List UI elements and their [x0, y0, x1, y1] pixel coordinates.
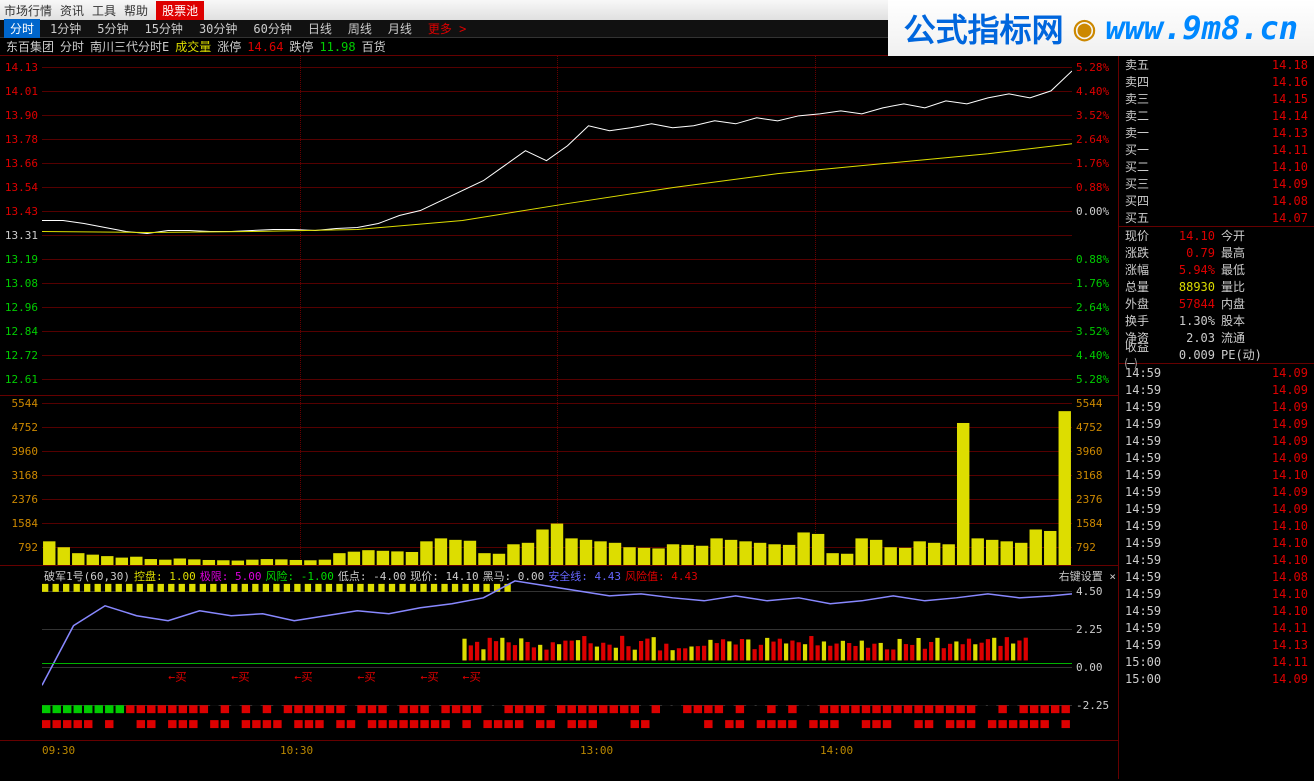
- stat-row: 收益㈠0.009PE(动): [1119, 346, 1314, 363]
- sell-row: 卖四14.16: [1119, 73, 1314, 90]
- sector-label: 百货: [362, 38, 386, 55]
- stat-row: 总量88930量比: [1119, 278, 1314, 295]
- sell-row: 卖二14.14: [1119, 107, 1314, 124]
- stock-name: 东百集团: [6, 38, 54, 55]
- stat-row: 换手1.30%股本: [1119, 312, 1314, 329]
- indicator-chart[interactable]: 破军1号(60,30)控盘: 1.00极限: 5.00风险: -1.00低点: …: [0, 566, 1118, 741]
- tf-1min[interactable]: 1分钟: [44, 19, 87, 38]
- stat-row: 外盘57844内盘: [1119, 295, 1314, 312]
- tick-row: 15:0014.11: [1119, 653, 1314, 670]
- limit-up-label: 涨停: [217, 38, 241, 55]
- tick-row: 14:5914.09: [1119, 483, 1314, 500]
- volume-chart[interactable]: 554447523960316823761584792 554447523960…: [0, 396, 1118, 566]
- stock-stats: 现价14.10今开涨跌0.79最高涨幅5.94%最低总量88930量比外盘578…: [1119, 227, 1314, 364]
- tick-row: 14:5914.10: [1119, 551, 1314, 568]
- sell-row: 卖一14.13: [1119, 124, 1314, 141]
- buy-row: 买四14.08: [1119, 192, 1314, 209]
- tick-list: 14:5914.0914:5914.0914:5914.0914:5914.09…: [1119, 364, 1314, 687]
- tick-row: 14:5914.09: [1119, 500, 1314, 517]
- svg-text:←买: ←买: [168, 671, 187, 684]
- watermark-logo: ◉: [1074, 8, 1096, 49]
- watermark-url: www.9m8.cn: [1105, 9, 1298, 47]
- watermark-banner: 公式指标网 ◉ www.9m8.cn: [888, 0, 1314, 56]
- tick-row: 14:5914.08: [1119, 568, 1314, 585]
- svg-text:←买: ←买: [357, 671, 376, 684]
- tf-monthly[interactable]: 月线: [382, 19, 418, 38]
- tick-row: 14:5914.10: [1119, 466, 1314, 483]
- tf-daily[interactable]: 日线: [302, 19, 338, 38]
- chart-column: 14.1314.0113.9013.7813.6613.5413.4313.31…: [0, 56, 1118, 779]
- tick-row: 15:0014.09: [1119, 670, 1314, 687]
- strategy-name: 南川三代分时E: [90, 38, 169, 55]
- stat-row: 现价14.10今开: [1119, 227, 1314, 244]
- svg-text:←买: ←买: [462, 671, 481, 684]
- tick-row: 14:5914.09: [1119, 449, 1314, 466]
- tick-row: 14:5914.09: [1119, 364, 1314, 381]
- buy-row: 买五14.07: [1119, 209, 1314, 226]
- limit-down-label: 跌停: [289, 38, 313, 55]
- tick-row: 14:5914.09: [1119, 381, 1314, 398]
- menu-stockpool[interactable]: 股票池: [156, 1, 204, 20]
- svg-text:←买: ←买: [231, 671, 250, 684]
- svg-text:←买: ←买: [420, 671, 439, 684]
- tick-row: 14:5914.09: [1119, 415, 1314, 432]
- tf-15min[interactable]: 15分钟: [138, 19, 188, 38]
- sell-row: 卖三14.15: [1119, 90, 1314, 107]
- sell-row: 卖五14.18: [1119, 56, 1314, 73]
- buy-row: 买二14.10: [1119, 158, 1314, 175]
- tick-row: 14:5914.10: [1119, 585, 1314, 602]
- limit-up-val: 14.64: [247, 40, 283, 54]
- tf-60min[interactable]: 60分钟: [247, 19, 297, 38]
- tick-row: 14:5914.10: [1119, 517, 1314, 534]
- chart-type: 分时: [60, 38, 84, 55]
- tf-weekly[interactable]: 周线: [342, 19, 378, 38]
- tf-intraday[interactable]: 分时: [4, 19, 40, 38]
- indicator-header: 破军1号(60,30)控盘: 1.00极限: 5.00风险: -1.00低点: …: [44, 568, 698, 584]
- svg-text:←买: ←买: [294, 671, 313, 684]
- menu-help[interactable]: 帮助: [124, 2, 148, 19]
- menu-market[interactable]: 市场行情: [4, 2, 52, 19]
- watermark-text: 公式指标网: [904, 5, 1064, 51]
- tf-30min[interactable]: 30分钟: [193, 19, 243, 38]
- limit-down-val: 11.98: [319, 40, 355, 54]
- time-axis: 09:3010:3013:0014:00: [0, 741, 1118, 757]
- tick-row: 14:5914.09: [1119, 398, 1314, 415]
- tick-row: 14:5914.13: [1119, 636, 1314, 653]
- tick-row: 14:5914.10: [1119, 602, 1314, 619]
- quote-sidebar: 卖五14.18卖四14.16卖三14.15卖二14.14卖一14.13买一14.…: [1118, 56, 1314, 779]
- buy-row: 买一14.11: [1119, 141, 1314, 158]
- menu-info[interactable]: 资讯: [60, 2, 84, 19]
- tick-row: 14:5914.09: [1119, 432, 1314, 449]
- tick-row: 14:5914.11: [1119, 619, 1314, 636]
- price-chart[interactable]: 14.1314.0113.9013.7813.6613.5413.4313.31…: [0, 56, 1118, 396]
- orderbook: 卖五14.18卖四14.16卖三14.15卖二14.14卖一14.13买一14.…: [1119, 56, 1314, 227]
- vol-label: 成交量: [175, 38, 211, 55]
- tf-5min[interactable]: 5分钟: [91, 19, 134, 38]
- menu-tools[interactable]: 工具: [92, 2, 116, 19]
- stat-row: 涨跌0.79最高: [1119, 244, 1314, 261]
- buy-row: 买三14.09: [1119, 175, 1314, 192]
- tick-row: 14:5914.10: [1119, 534, 1314, 551]
- tf-more[interactable]: 更多 >: [422, 19, 472, 38]
- stat-row: 涨幅5.94%最低: [1119, 261, 1314, 278]
